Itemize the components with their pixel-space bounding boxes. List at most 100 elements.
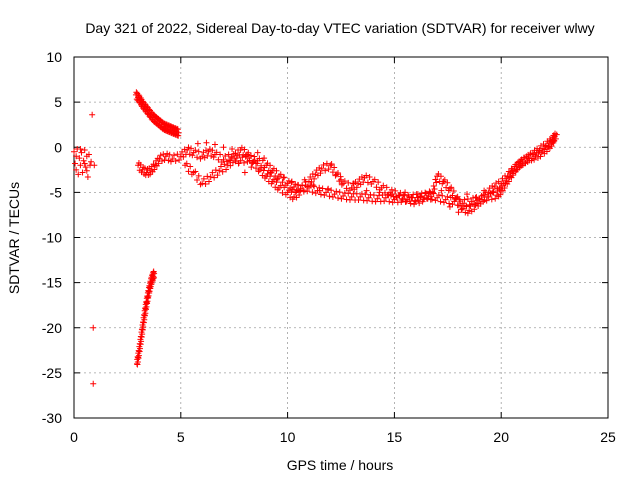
data-point — [247, 152, 254, 159]
data-point — [254, 160, 261, 167]
data-point — [180, 153, 187, 160]
data-point — [528, 155, 535, 162]
data-point — [81, 146, 88, 153]
data-point — [254, 149, 261, 156]
data-point — [541, 146, 548, 153]
data-point — [412, 198, 419, 205]
data-point — [415, 197, 422, 204]
data-point — [288, 188, 295, 195]
data-point — [335, 169, 342, 176]
data-point — [304, 183, 311, 190]
data-point — [509, 170, 516, 177]
chart-title: Day 321 of 2022, Sidereal Day-to-day VTE… — [85, 20, 594, 36]
data-point — [345, 190, 352, 197]
data-point — [285, 177, 292, 184]
data-point — [155, 160, 162, 167]
data-point — [83, 167, 90, 174]
data-point — [206, 146, 213, 153]
data-point — [179, 148, 186, 155]
data-point — [535, 151, 542, 158]
data-point — [348, 184, 355, 191]
data-point — [82, 164, 89, 171]
data-point — [307, 173, 314, 180]
data-point — [164, 150, 171, 157]
data-point — [345, 179, 352, 186]
data-point — [199, 180, 206, 187]
data-point — [281, 184, 288, 191]
data-point — [192, 168, 199, 175]
data-point — [280, 174, 287, 181]
data-point — [309, 189, 316, 196]
x-tick-label: 20 — [493, 429, 509, 445]
data-point — [318, 165, 325, 172]
data-point — [90, 324, 97, 331]
data-point — [194, 177, 201, 184]
data-point — [382, 189, 389, 196]
data-point — [310, 182, 317, 189]
data-point — [548, 141, 555, 148]
data-point — [217, 163, 224, 170]
data-point — [300, 187, 307, 194]
data-point — [174, 151, 181, 158]
data-point — [437, 198, 444, 205]
data-point — [402, 189, 409, 196]
data-point — [427, 196, 434, 203]
x-tick-label: 10 — [280, 429, 296, 445]
data-point — [316, 164, 323, 171]
data-point — [259, 172, 266, 179]
data-point — [215, 156, 222, 163]
y-tick-label: -30 — [42, 410, 62, 426]
data-point — [480, 191, 487, 198]
data-point — [90, 380, 97, 387]
data-point — [77, 146, 84, 153]
data-point — [444, 193, 451, 200]
data-point — [489, 182, 496, 189]
data-point — [333, 171, 340, 178]
data-point — [223, 166, 230, 173]
data-point — [449, 192, 456, 199]
data-point — [514, 159, 521, 166]
data-point — [232, 150, 239, 157]
data-point — [355, 197, 362, 204]
data-point — [273, 167, 280, 174]
y-tick-label: 0 — [54, 139, 62, 155]
data-point — [329, 169, 336, 176]
data-point — [527, 150, 534, 157]
data-point — [409, 194, 416, 201]
data-point — [348, 193, 355, 200]
data-point — [241, 146, 248, 153]
data-point — [353, 184, 360, 191]
data-point — [471, 206, 478, 213]
data-point — [225, 151, 232, 158]
data-point — [267, 169, 274, 176]
data-point — [325, 185, 332, 192]
data-point — [492, 195, 499, 202]
data-point — [493, 180, 500, 187]
data-point — [322, 167, 329, 174]
data-point — [220, 156, 227, 163]
data-point — [381, 198, 388, 205]
data-point — [84, 174, 91, 181]
data-point — [543, 142, 550, 149]
y-tick-label: -15 — [42, 275, 62, 291]
data-point — [328, 160, 335, 167]
data-point — [235, 160, 242, 167]
y-tick-label: 5 — [54, 94, 62, 110]
grid-layer — [74, 57, 608, 418]
data-point — [317, 170, 324, 177]
data-point — [457, 198, 464, 205]
data-point — [332, 172, 339, 179]
data-point — [392, 187, 399, 194]
data-point — [446, 203, 453, 210]
data-point — [454, 193, 461, 200]
data-point — [464, 210, 471, 217]
data-point — [316, 187, 323, 194]
data-point — [291, 183, 298, 190]
data-point — [258, 164, 265, 171]
data-point — [205, 178, 212, 185]
data-point — [424, 195, 431, 202]
data-point — [229, 146, 236, 153]
data-point — [170, 152, 177, 159]
data-point — [172, 158, 179, 165]
data-point — [530, 151, 537, 158]
